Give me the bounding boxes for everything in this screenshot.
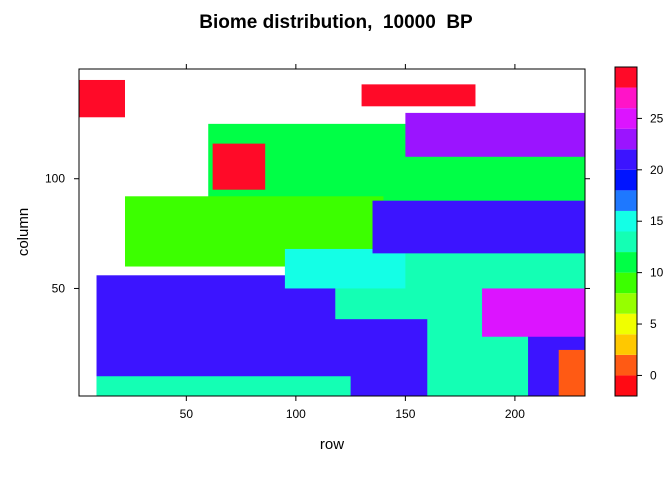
biome-region	[482, 288, 585, 337]
colorbar-tick-label: 25	[650, 111, 664, 125]
x-axis-label: row	[320, 436, 344, 453]
colorbar-tick-label: 0	[650, 368, 657, 382]
colorbar-swatch	[615, 87, 637, 109]
heatmap-cells	[79, 79, 585, 396]
biome-region	[372, 200, 585, 254]
colorbar-tick-label: 5	[650, 317, 657, 331]
colorbar-swatch	[615, 313, 637, 335]
colorbar-tick-label: 15	[650, 214, 664, 228]
colorbar-swatch	[615, 354, 637, 376]
colorbar-swatch	[615, 375, 637, 396]
biome-region	[558, 349, 585, 396]
y-tick-label: 100	[45, 172, 65, 186]
colorbar-swatch	[615, 293, 637, 314]
biome-region	[96, 376, 351, 396]
biome-region	[284, 248, 406, 289]
biome-region	[361, 84, 476, 107]
colorbar-swatch	[615, 334, 637, 355]
x-tick-label: 100	[286, 407, 306, 421]
colorbar-swatch	[615, 231, 637, 253]
colorbar-legend: 0 5 10 15 20 25	[614, 66, 664, 397]
colorbar-tick-label: 10	[650, 266, 664, 280]
colorbar-swatch	[615, 108, 637, 129]
colorbar-swatch	[615, 252, 637, 273]
colorbar-frame	[614, 66, 638, 397]
x-tick-label: 150	[395, 407, 415, 421]
colorbar-swatch	[615, 149, 637, 170]
biome-region	[212, 143, 266, 190]
colorbar-swatch	[615, 190, 637, 211]
x-tick-label: 50	[180, 407, 194, 421]
chart-title: Biome distribution, 10000 BP	[199, 12, 473, 33]
biome-region	[79, 79, 125, 118]
biome-region	[405, 112, 585, 157]
x-axis: 50 100 150 200	[180, 64, 525, 421]
plot-frame	[78, 68, 586, 397]
x-tick-label: 200	[505, 407, 525, 421]
colorbar-swatch	[615, 272, 637, 294]
colorbar-swatch	[615, 210, 637, 232]
colorbar-swatch	[615, 169, 637, 191]
colorbar-tick-label: 20	[650, 163, 664, 177]
y-axis-label: column	[15, 208, 32, 256]
y-tick-label: 50	[52, 281, 66, 295]
y-axis: 50 100	[45, 172, 590, 295]
colorbar-swatch	[615, 67, 637, 88]
colorbar-swatch	[615, 128, 637, 150]
